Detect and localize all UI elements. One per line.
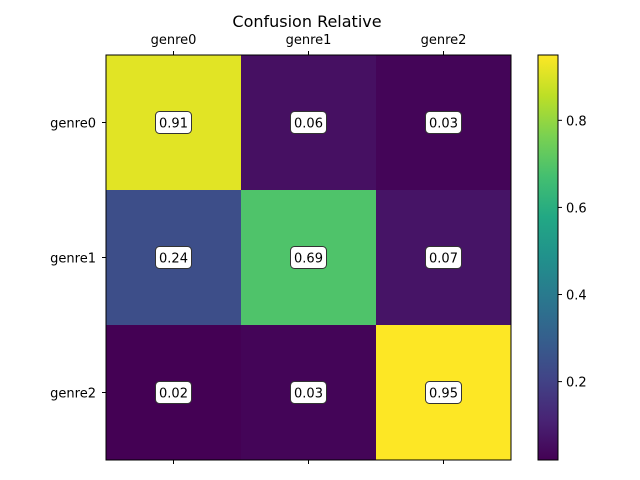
x-axis-ticks: genre0 genre1 genre2 [151, 33, 467, 464]
heatmap-cells: 0.91 0.06 0.03 0.24 0.69 0.07 0.02 0.03 0.95 [105, 54, 512, 461]
cell-label-2-1: 0.03 [294, 387, 323, 402]
cell-label-box-0-2 [425, 111, 462, 134]
cell-label-box-2-0 [155, 381, 192, 404]
colorbar-tick-label-2: 0.6 [566, 201, 587, 216]
y-tick-label-2: genre2 [50, 387, 96, 402]
chart-title: Confusion Relative [232, 12, 381, 31]
cell-label-box-1-1 [290, 246, 327, 269]
colorbar-tick-label-1: 0.4 [566, 289, 587, 304]
cell-label-1-0: 0.24 [159, 252, 188, 267]
x-tick-label-1: genre1 [286, 33, 332, 48]
cell-label-0-1: 0.06 [294, 117, 323, 132]
cell-label-box-0-0 [155, 111, 192, 134]
colorbar-tick-label-3: 0.8 [566, 114, 587, 129]
cell-label-box-0-1 [290, 111, 327, 134]
cell-label-box-2-1 [290, 381, 327, 404]
cell-label-2-0: 0.02 [159, 387, 188, 402]
x-tick-label-0: genre0 [151, 33, 197, 48]
cell-label-1-1: 0.69 [294, 252, 323, 267]
colorbar: 0.2 0.4 0.6 0.8 [537, 54, 587, 461]
cell-label-1-2: 0.07 [429, 252, 458, 267]
cell-label-box-1-2 [425, 246, 462, 269]
y-tick-label-1: genre1 [50, 252, 96, 267]
cell-label-0-0: 0.91 [159, 117, 188, 132]
colorbar-gradient [537, 54, 559, 461]
cell-label-box-1-0 [155, 246, 192, 269]
y-tick-label-0: genre0 [50, 117, 96, 132]
cell-label-2-2: 0.95 [429, 387, 458, 402]
x-tick-label-2: genre2 [421, 33, 467, 48]
colorbar-tick-label-0: 0.2 [566, 376, 587, 391]
cell-label-0-2: 0.03 [429, 117, 458, 132]
cell-label-box-2-2 [425, 381, 462, 404]
y-axis-ticks: genre0 genre1 genre2 [50, 117, 106, 402]
